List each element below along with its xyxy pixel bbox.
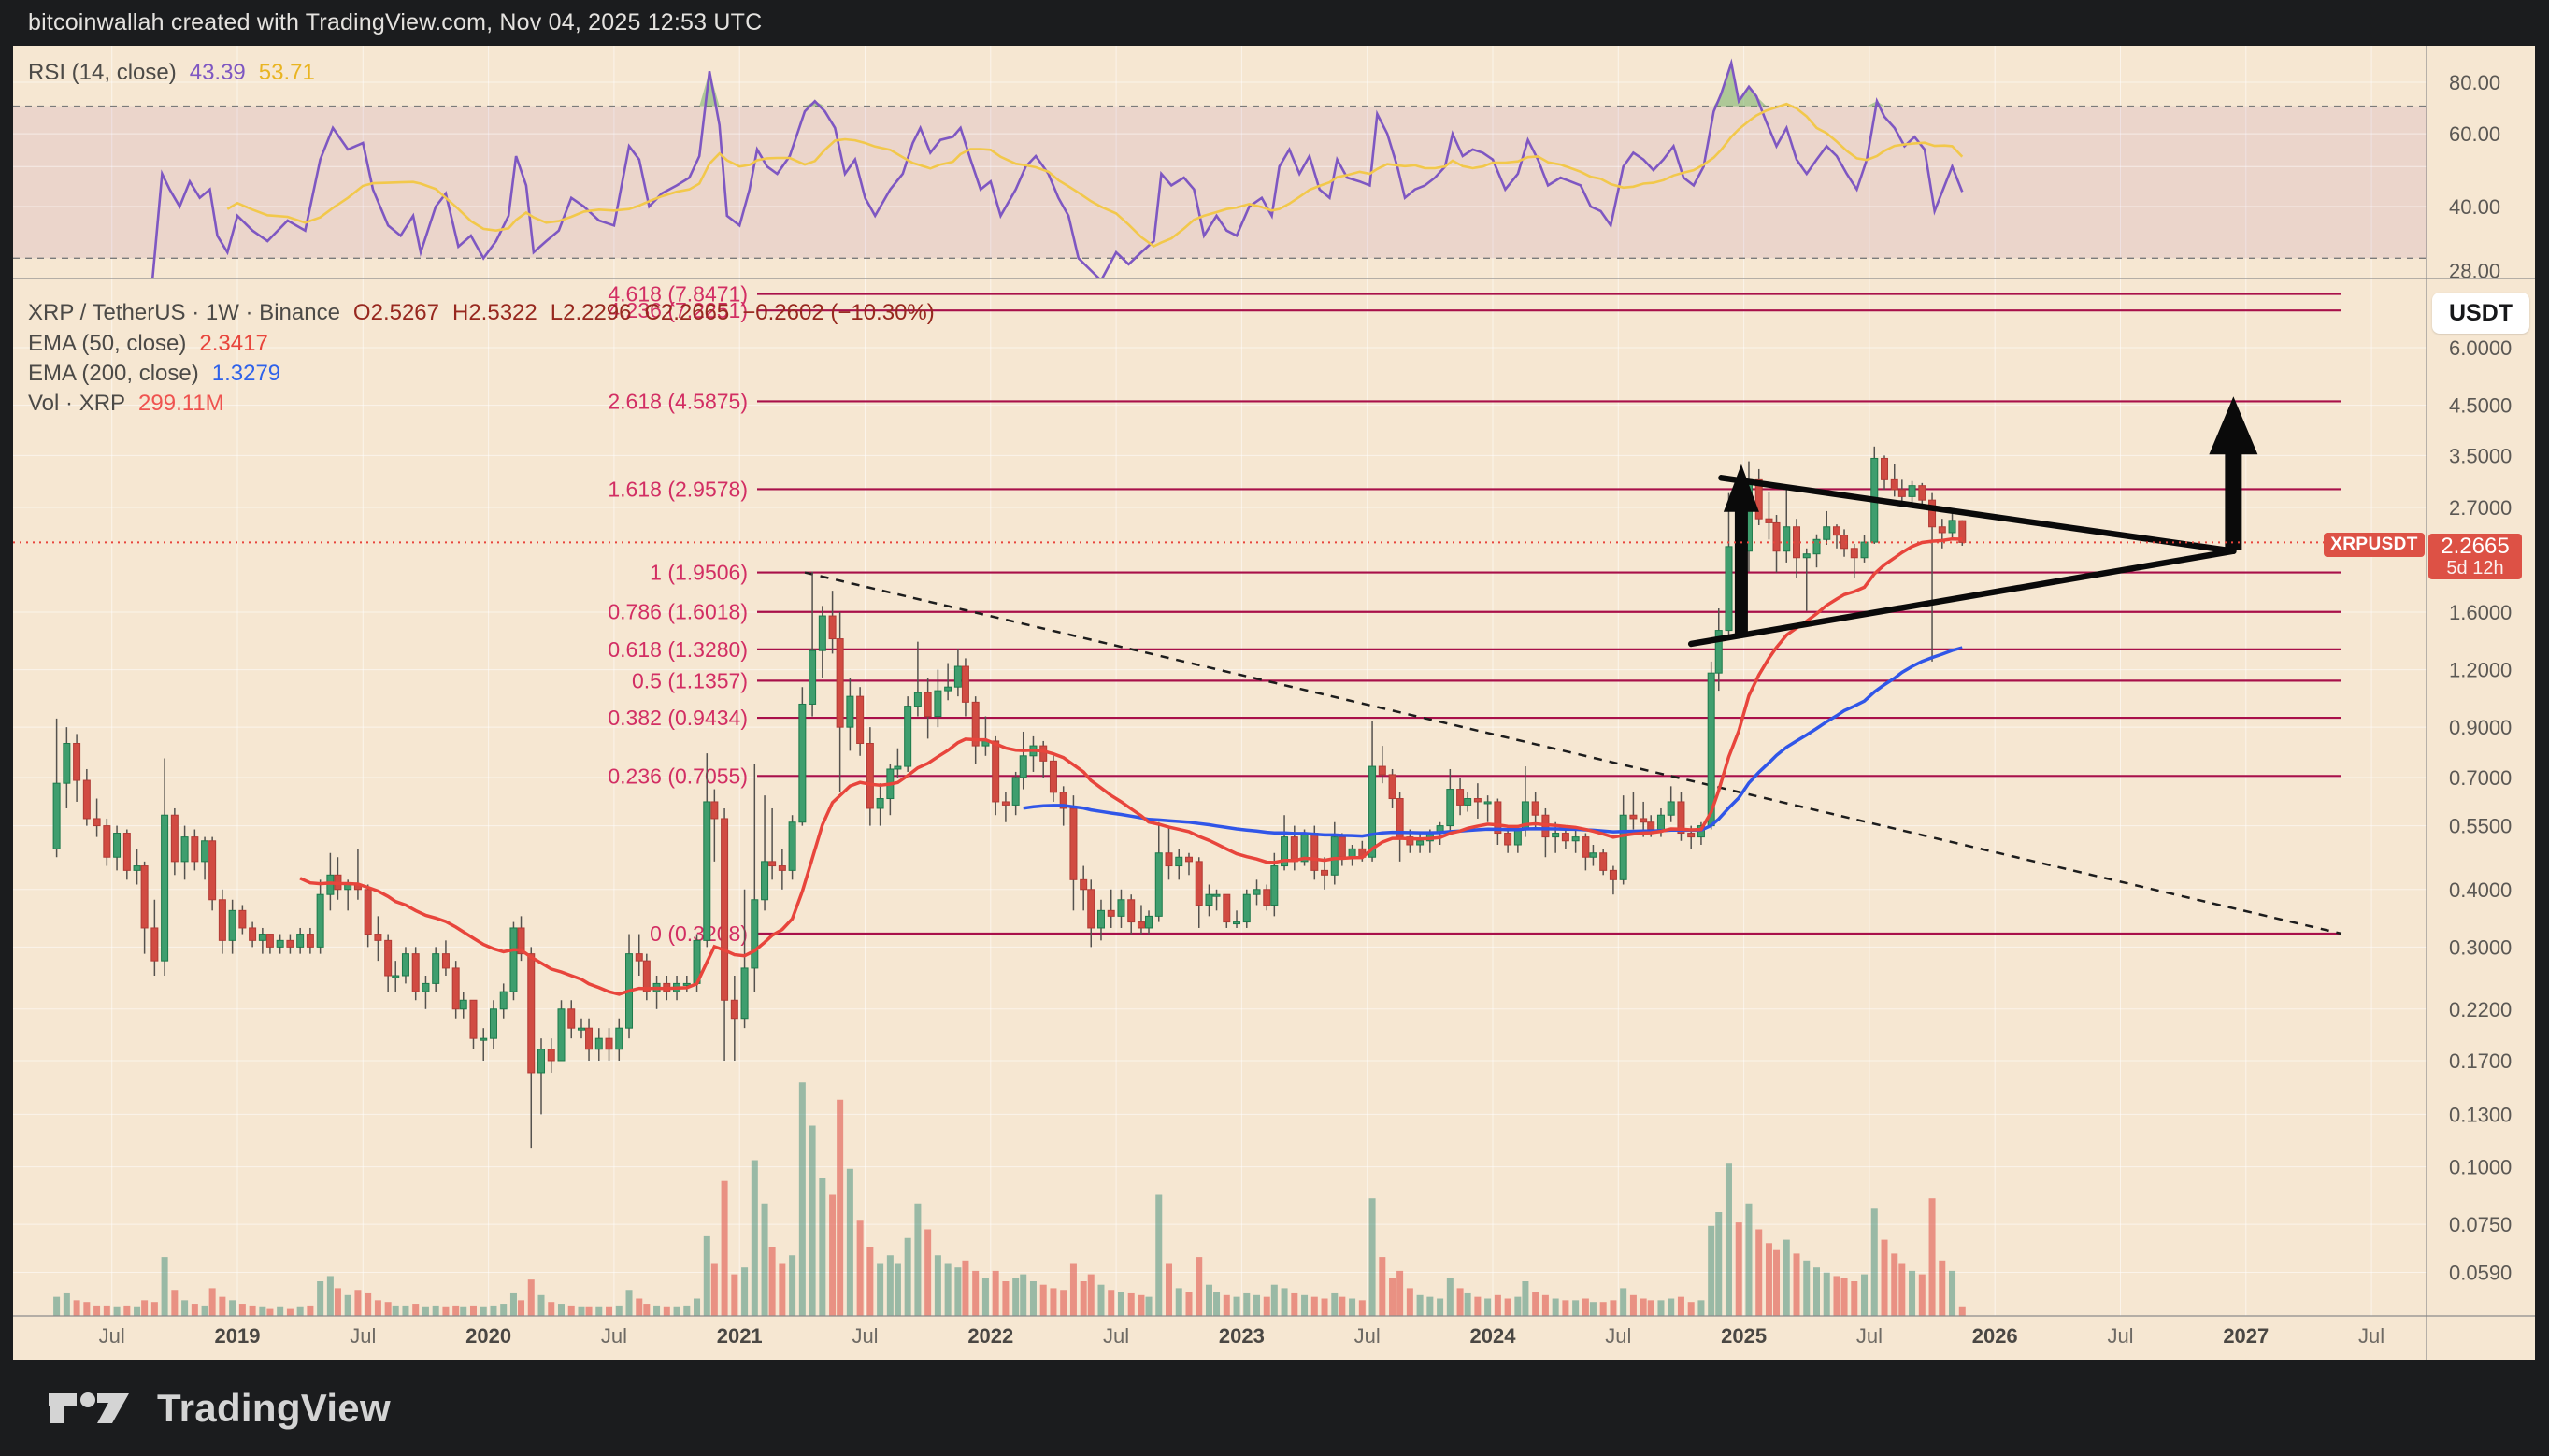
- time-axis-label: 2025: [1721, 1324, 1767, 1348]
- time-axis-label: Jul: [1354, 1324, 1381, 1348]
- time-axis-label: 2023: [1219, 1324, 1265, 1348]
- last-price-value: 2.2665: [2441, 533, 2510, 559]
- fib-label: 0.786 (1.6018): [608, 600, 748, 624]
- ema50-label: EMA (50, close): [28, 331, 187, 356]
- time-axis-label: 2020: [465, 1324, 511, 1348]
- attribution-text: bitcoinwallah created with TradingView.c…: [28, 9, 763, 36]
- time-axis-label: 2026: [1972, 1324, 2018, 1348]
- ema200-value: 1.3279: [211, 361, 281, 386]
- time-axis-label: Jul: [2107, 1324, 2133, 1348]
- ema200-label: EMA (200, close): [28, 361, 199, 386]
- fib-label: 0.236 (0.7055): [608, 764, 748, 788]
- price-axis-label: 0.1300: [2449, 1103, 2512, 1126]
- last-price-badge[interactable]: 2.2665 5d 12h: [2428, 534, 2522, 579]
- price-axis-label: 0.2200: [2449, 998, 2512, 1021]
- time-axis[interactable]: Jul 2019 Jul 2020 Jul 2021 Jul 2022 Jul 2023 Jul 20…: [99, 1324, 2385, 1348]
- ema50-value: 2.3417: [199, 331, 268, 356]
- time-axis-label: 2019: [215, 1324, 261, 1348]
- rsi-ma-line: [226, 102, 1964, 249]
- price-axis-label: 0.1700: [2449, 1049, 2512, 1073]
- price-axis-label: 0.3000: [2449, 935, 2512, 959]
- fib-label: 0.618 (1.3280): [608, 637, 748, 662]
- tradingview-wordmark: TradingView: [157, 1385, 391, 1430]
- time-axis-label: Jul: [1605, 1324, 1631, 1348]
- price-axis-label: 6.0000: [2449, 336, 2512, 360]
- pane-borders: [13, 46, 2535, 1360]
- symbol-price-tag[interactable]: XRPUSDT: [2324, 533, 2425, 557]
- ohlc-change: −0.2602 (−10.30%): [742, 300, 935, 325]
- rsi-indicator-label: RSI (14, close): [28, 60, 177, 85]
- candlestick-series: [52, 446, 1967, 1149]
- big-up-arrow-drawing[interactable]: [2209, 396, 2258, 550]
- rsi-value: 43.39: [189, 60, 246, 85]
- price-axis[interactable]: 6.0000 4.5000 3.5000 2.7000 1.6000 1.2000 0.90…: [2449, 336, 2512, 1285]
- volume-legend[interactable]: Vol · XRP 299.11M: [28, 391, 224, 417]
- time-axis-label: 2022: [967, 1324, 1013, 1348]
- ema200-line: [1023, 646, 1963, 838]
- price-axis-label: 0.0590: [2449, 1262, 2512, 1285]
- footer-bar: TradingView: [0, 1360, 2549, 1456]
- time-axis-label: Jul: [350, 1324, 376, 1348]
- ohlc-high: H2.5322: [452, 300, 537, 325]
- ohlc-close: C2.2665: [644, 300, 730, 325]
- ema50-line: [299, 536, 1963, 996]
- symbol-title: XRP / TetherUS · 1W · Binance: [28, 300, 340, 325]
- time-axis-label: Jul: [852, 1324, 878, 1348]
- rsi-axis-label: 40.00: [2449, 195, 2500, 219]
- rsi-axis-label: 80.00: [2449, 71, 2500, 94]
- pennant-trendlines-drawing[interactable]: [1687, 475, 2237, 648]
- time-axis-label: Jul: [1856, 1324, 1883, 1348]
- price-axis-label: 0.5500: [2449, 815, 2512, 838]
- ohlc-low: L2.2296: [550, 300, 632, 325]
- price-axis-label: 2.7000: [2449, 496, 2512, 520]
- rsi-axis-label: 28.00: [2449, 260, 2500, 283]
- price-axis-label: 1.2000: [2449, 659, 2512, 682]
- price-axis-label: 1.6000: [2449, 601, 2512, 624]
- fib-retracement-drawing[interactable]: 4.618 (7.8471)4.236 (7.2251) 2.618 (4.587…: [608, 282, 2341, 946]
- price-axis-label: 0.7000: [2449, 766, 2512, 790]
- attribution-bar: bitcoinwallah created with TradingView.c…: [0, 0, 2549, 46]
- fib-label: 4.236 (7.2251): [608, 298, 748, 322]
- rsi-legend[interactable]: RSI (14, close) 43.39 53.71: [28, 60, 315, 86]
- price-axis-label: 0.9000: [2449, 716, 2512, 739]
- volume-bars: [53, 1082, 1966, 1316]
- volume-value: 299.11M: [138, 391, 224, 416]
- price-axis-label: 4.5000: [2449, 394, 2512, 418]
- fib-label: 2.618 (4.5875): [608, 389, 748, 413]
- time-axis-label: Jul: [1103, 1324, 1129, 1348]
- ema50-legend[interactable]: EMA (50, close) 2.3417: [28, 331, 268, 357]
- rsi-ma-value: 53.71: [258, 60, 315, 85]
- time-axis-label: 2024: [1470, 1324, 1517, 1348]
- rsi-line: [150, 58, 1964, 278]
- symbol-legend[interactable]: XRP / TetherUS · 1W · Binance O2.5267 H2…: [28, 300, 935, 326]
- time-axis-label: Jul: [601, 1324, 627, 1348]
- ema200-legend[interactable]: EMA (200, close) 1.3279: [28, 361, 280, 387]
- price-axis-label: 0.0750: [2449, 1213, 2512, 1236]
- price-axis-label: 0.4000: [2449, 878, 2512, 902]
- chart-surface: [13, 46, 2535, 1360]
- time-axis-label: 2021: [717, 1324, 763, 1348]
- currency-toggle-button[interactable]: USDT: [2432, 293, 2529, 334]
- fib-label: 4.618 (7.8471): [608, 282, 748, 307]
- price-axis-label: 0.1000: [2449, 1156, 2512, 1179]
- rsi-axis-label: 60.00: [2449, 122, 2500, 146]
- rsi-axis[interactable]: 80.00 60.00 40.00 28.00: [2449, 71, 2500, 283]
- bar-countdown: 5d 12h: [2446, 557, 2504, 578]
- time-axis-label: 2027: [2223, 1324, 2269, 1348]
- time-axis-label: Jul: [99, 1324, 125, 1348]
- fib-label: 0.5 (1.1357): [632, 668, 748, 692]
- price-gridlines: [13, 347, 2427, 1274]
- time-axis-label: Jul: [2358, 1324, 2384, 1348]
- fib-label: 0.382 (0.9434): [608, 706, 748, 730]
- fib-label: 1 (1.9506): [650, 561, 748, 585]
- small-up-arrow-drawing[interactable]: [1723, 464, 1759, 635]
- ohlc-open: O2.5267: [352, 300, 439, 325]
- volume-label: Vol · XRP: [28, 391, 126, 416]
- price-axis-label: 3.5000: [2449, 444, 2512, 467]
- tradingview-logo-icon: [49, 1392, 129, 1423]
- fib-label: 1.618 (2.9578): [608, 477, 748, 501]
